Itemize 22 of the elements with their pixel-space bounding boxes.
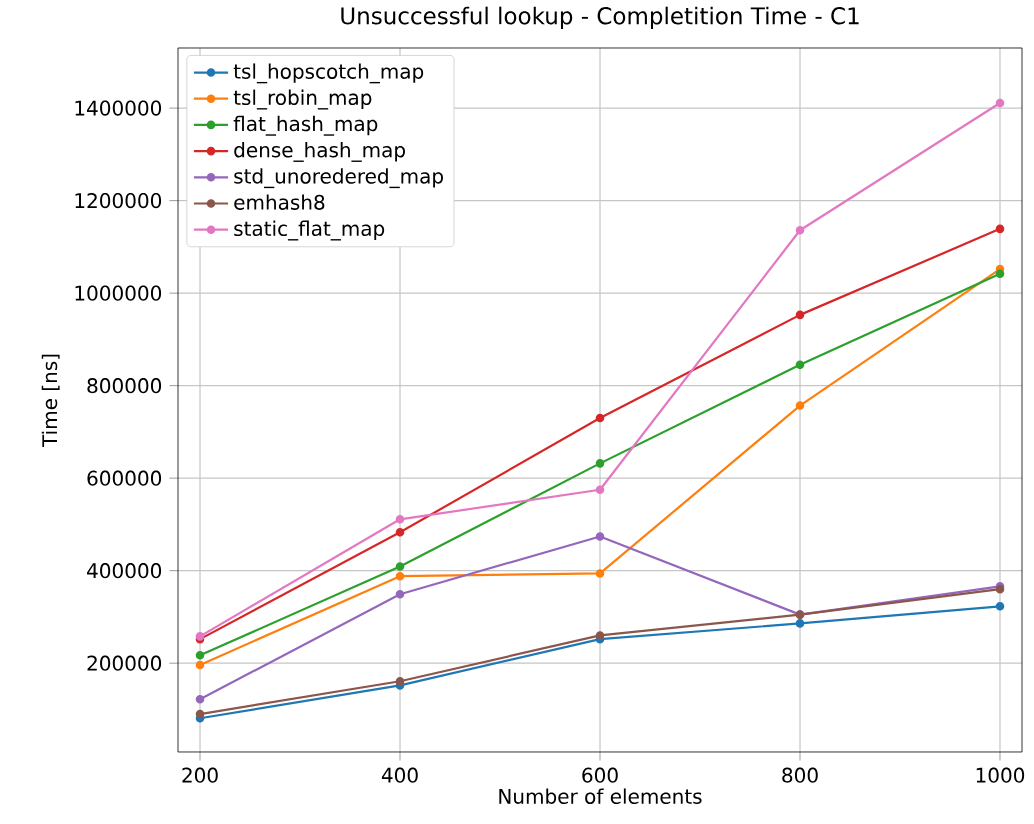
y-tick-label: 200000 [87, 655, 162, 671]
x-axis-title: Number of elements [499, 788, 702, 804]
x-tick-label: 200 [182, 767, 218, 783]
legend-label: dense_hash_map [234, 141, 405, 162]
legend-label: static_flat_map [234, 220, 385, 241]
y-tick-label: 400000 [87, 563, 162, 579]
y-tick-label: 1200000 [75, 193, 162, 209]
chart-title: Unsuccessful lookup - Completition Time - C1 [341, 6, 859, 29]
y-tick-label: 600000 [87, 470, 162, 486]
y-tick-label: 1400000 [75, 100, 162, 116]
x-tick-label: 800 [782, 767, 818, 783]
legend-label: flat_hash_map [233, 115, 378, 136]
y-axis-title: Time [ns] [41, 354, 60, 448]
y-tick-label: 800000 [87, 378, 162, 394]
legend-label: emhash8 [234, 194, 325, 210]
legend-label: std_unoredered_map [234, 168, 443, 189]
legend-label: tsl_hopscotch_map [233, 63, 424, 84]
legend-label: tsl_robin_map [233, 89, 372, 110]
y-tick-label: 1000000 [75, 285, 162, 301]
x-tick-label: 600 [582, 767, 618, 783]
x-tick-label: 1000 [976, 767, 1025, 783]
x-tick-label: 400 [381, 767, 418, 783]
